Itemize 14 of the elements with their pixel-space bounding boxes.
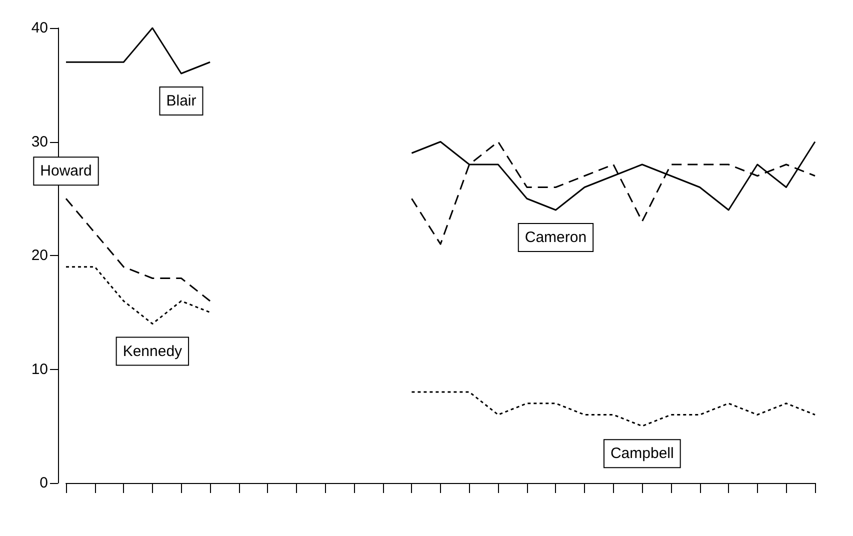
series-label: Blair [166, 92, 196, 110]
series-label: Cameron [524, 229, 587, 246]
line-series [65, 266, 211, 324]
series-label: Kennedy [122, 342, 183, 360]
y-tick-label: 10 [31, 360, 48, 378]
y-tick-label: 0 [40, 474, 48, 492]
y-tick-label: 30 [31, 133, 48, 150]
line-series [410, 391, 816, 427]
line-series [65, 198, 211, 302]
y-tick-label: 40 [31, 20, 48, 36]
line-series [410, 141, 816, 245]
series-label: Campbell [610, 445, 674, 462]
y-tick-label: 20 [31, 247, 48, 264]
series-label: Howard [40, 162, 92, 180]
